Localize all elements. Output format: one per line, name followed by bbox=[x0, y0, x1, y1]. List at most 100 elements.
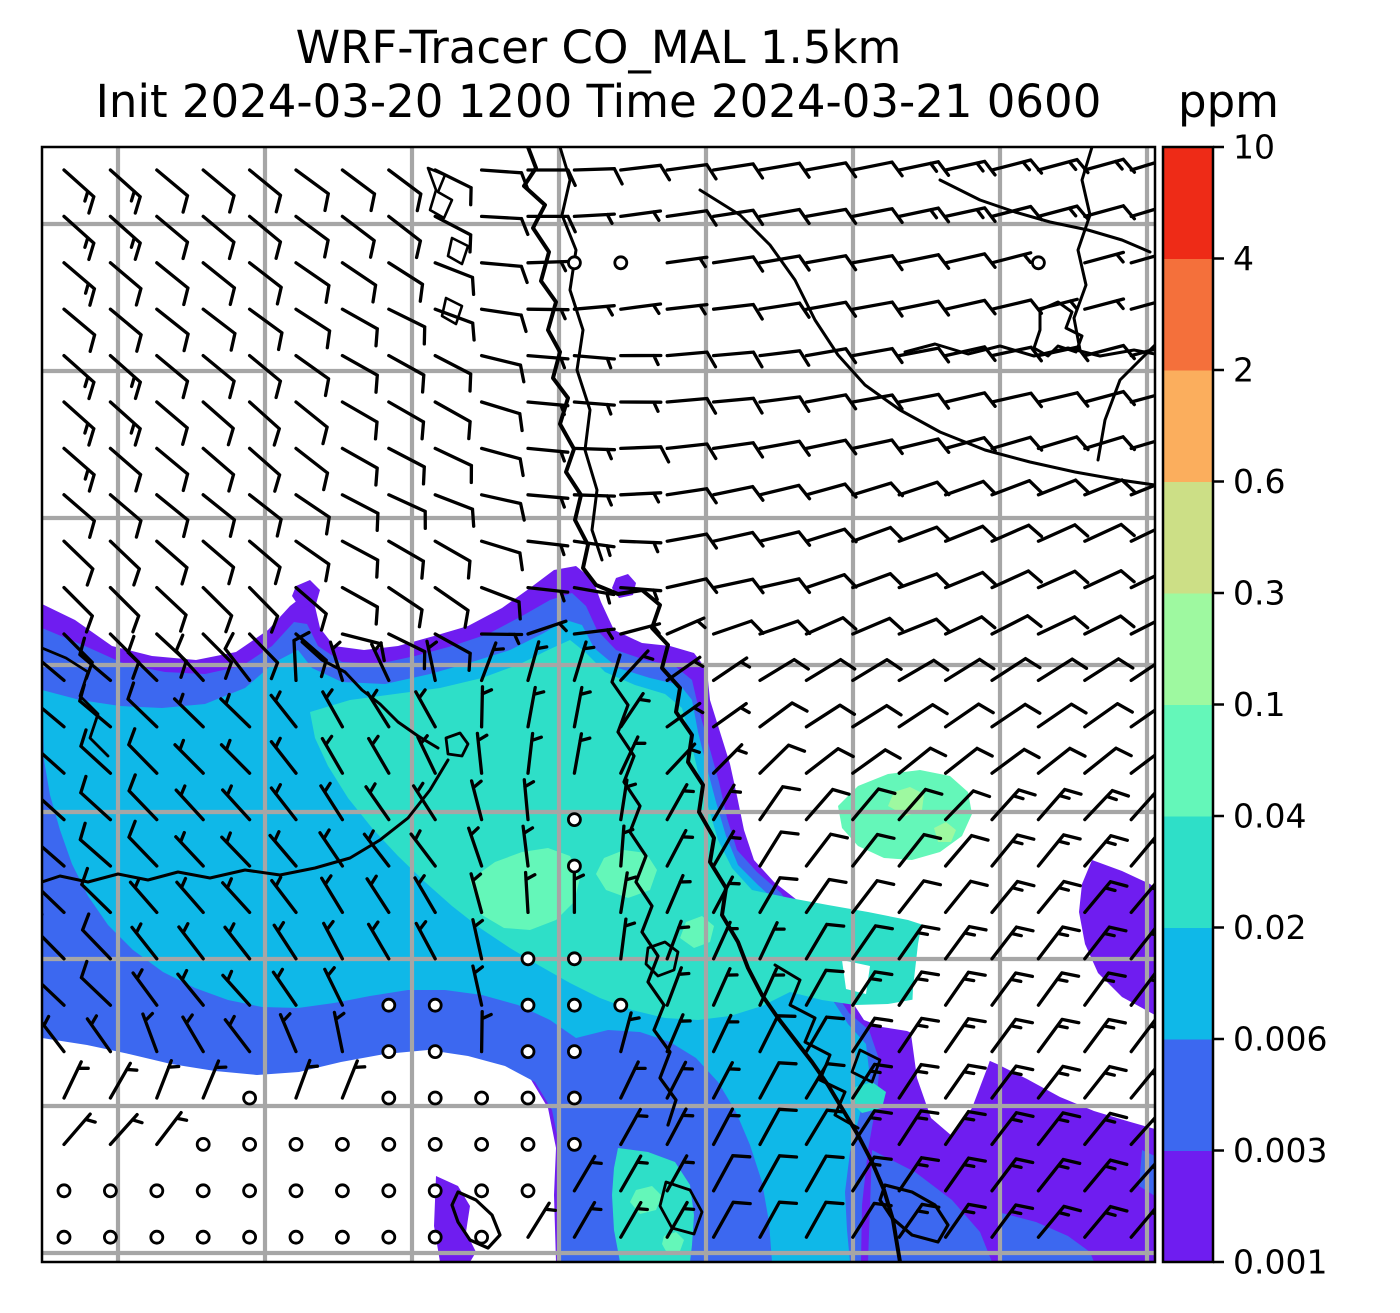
wind-barb bbox=[897, 703, 949, 729]
wind-barb bbox=[475, 731, 489, 775]
wind-barb bbox=[108, 307, 143, 353]
wind-barb bbox=[387, 307, 427, 346]
wind-barb bbox=[619, 1154, 649, 1193]
wind-barb bbox=[897, 480, 951, 497]
calm-wind-circle bbox=[288, 1137, 304, 1152]
calm-wind-circle bbox=[288, 1183, 304, 1199]
wind-barb bbox=[294, 168, 330, 213]
wind-barb bbox=[1036, 702, 1088, 729]
wind-barb bbox=[172, 692, 205, 729]
wind-barb bbox=[247, 632, 280, 681]
wind-barb bbox=[1036, 657, 1089, 683]
wind-barb bbox=[1129, 161, 1155, 172]
wind-barb bbox=[201, 400, 235, 447]
wind-barb bbox=[294, 493, 331, 536]
wind-barb bbox=[479, 446, 525, 478]
wind-barb bbox=[1129, 439, 1155, 451]
wind-barb bbox=[340, 168, 377, 213]
calm-wind-circle bbox=[520, 1137, 536, 1152]
wind-barb bbox=[108, 493, 143, 539]
wind-barb bbox=[804, 347, 858, 365]
wind-barb bbox=[897, 299, 951, 317]
wind-barb bbox=[433, 493, 476, 528]
wind-barb bbox=[174, 830, 205, 868]
wind-barb bbox=[943, 570, 997, 590]
wind-barb bbox=[221, 969, 252, 1007]
wind-barb bbox=[1129, 527, 1155, 543]
wind-barb bbox=[526, 168, 577, 188]
wind-barb bbox=[990, 656, 1042, 683]
calm-wind-circle bbox=[520, 997, 536, 1013]
wind-barb bbox=[619, 1011, 641, 1054]
wind-barb bbox=[1083, 522, 1136, 543]
wind-barb bbox=[340, 261, 378, 304]
wind-barb bbox=[851, 1062, 894, 1100]
wind-barb bbox=[990, 833, 1036, 868]
calm-wind-circle bbox=[474, 1090, 490, 1106]
wind-barb bbox=[1129, 207, 1155, 219]
wind-barb bbox=[340, 353, 379, 394]
calm-wind-circle bbox=[520, 1090, 536, 1106]
wind-barb bbox=[1036, 569, 1090, 590]
wind-barb bbox=[62, 307, 97, 353]
wind-barb bbox=[176, 968, 205, 1007]
calm-wind-circle bbox=[242, 1137, 258, 1152]
wind-barb bbox=[572, 400, 616, 416]
calm-wind-circle bbox=[242, 1183, 258, 1199]
wind-barb bbox=[804, 1154, 845, 1193]
wind-barb bbox=[804, 922, 846, 961]
wind-barb bbox=[1083, 834, 1129, 868]
wind-barb bbox=[665, 209, 718, 227]
wind-barb bbox=[665, 577, 719, 595]
wind-barb bbox=[62, 261, 97, 307]
wind-barb bbox=[526, 640, 549, 683]
wind-barb bbox=[572, 1154, 603, 1193]
wind-barb bbox=[1036, 925, 1081, 961]
wind-barb bbox=[155, 446, 190, 493]
wind-barb bbox=[665, 442, 718, 461]
wind-barb bbox=[665, 655, 705, 683]
calm-wind-circle bbox=[474, 1137, 490, 1152]
wind-barb bbox=[711, 783, 743, 822]
wind-barb bbox=[758, 1154, 799, 1193]
wind-barb bbox=[62, 214, 96, 262]
wind-barb bbox=[851, 703, 903, 729]
wind-barb bbox=[526, 585, 570, 603]
wind-barb bbox=[758, 1200, 799, 1239]
wind-barb bbox=[425, 639, 439, 683]
wind-barb bbox=[1083, 1111, 1129, 1147]
wind-barb bbox=[433, 585, 470, 629]
wind-barb bbox=[526, 493, 570, 509]
colorbar-tick-label: 2 bbox=[1233, 351, 1254, 390]
wind-barb bbox=[804, 1062, 846, 1100]
wind-barb bbox=[1036, 615, 1090, 636]
wind-barb bbox=[62, 400, 96, 447]
wind-barb bbox=[173, 738, 205, 775]
wind-barb bbox=[155, 493, 190, 539]
wind-barb bbox=[619, 622, 662, 636]
wind-barb bbox=[62, 539, 95, 587]
calm-wind-circle bbox=[195, 1137, 211, 1152]
wind-barb bbox=[1036, 345, 1090, 363]
wind-barb bbox=[247, 353, 283, 400]
wind-barb bbox=[155, 539, 189, 586]
wind-barb bbox=[433, 261, 476, 297]
calm-wind-circle bbox=[381, 1137, 397, 1152]
wind-barb bbox=[321, 688, 345, 729]
calm-wind-circle bbox=[381, 1090, 397, 1106]
wind-barb bbox=[247, 261, 283, 306]
wind-barb bbox=[433, 446, 474, 485]
wind-barb bbox=[131, 968, 159, 1007]
wind-barb bbox=[804, 300, 858, 318]
wind-barb bbox=[943, 1063, 987, 1100]
wind-barb bbox=[433, 307, 476, 342]
wind-barb bbox=[364, 782, 391, 822]
wind-barb bbox=[665, 255, 709, 269]
wind-barb bbox=[479, 493, 526, 522]
wind-barb bbox=[78, 682, 113, 729]
wind-barb bbox=[758, 349, 811, 367]
wind-barb bbox=[665, 350, 718, 369]
wind-barb bbox=[711, 441, 765, 459]
calm-wind-circle bbox=[427, 1183, 443, 1199]
wind-barb bbox=[758, 254, 811, 272]
